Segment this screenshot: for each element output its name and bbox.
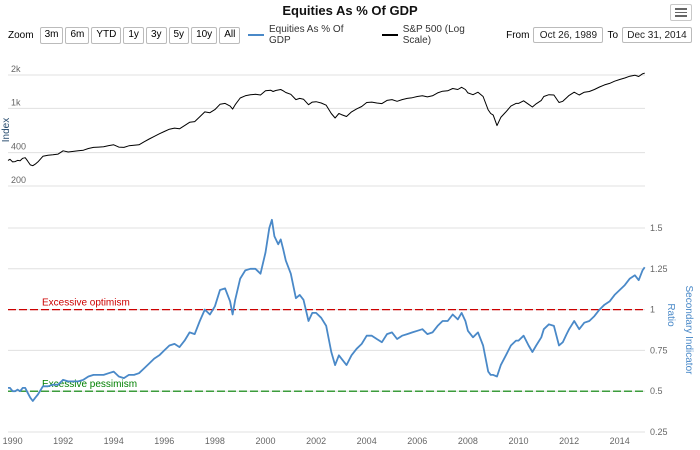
excessive-pessimism-label: Excessive pessimism (42, 379, 137, 390)
x-axis-tick-label: 2000 (255, 436, 275, 446)
x-axis-tick-label: 2002 (306, 436, 326, 446)
y-axis-tick-label-ratio: 0.25 (650, 427, 668, 437)
x-axis-tick-label: 2004 (357, 436, 377, 446)
date-range: From To (502, 27, 692, 43)
zoom-button-5y[interactable]: 5y (168, 26, 190, 44)
x-axis-tick-label: 1992 (53, 436, 73, 446)
legend-item-sp500[interactable]: S&P 500 (Log Scale) (382, 24, 494, 46)
equities-gdp-series-line[interactable] (8, 218, 646, 402)
y-axis-tick-label-ratio: 1.5 (650, 223, 663, 233)
to-label: To (607, 29, 618, 41)
zoom-controls: Zoom 3m 6m YTD 1y 3y 5y 10y All (8, 26, 241, 44)
y-axis-tick-label-index: 1k (11, 97, 21, 107)
hamburger-menu-icon[interactable] (670, 4, 692, 21)
y-axis-tick-label-ratio: 0.5 (650, 386, 663, 396)
y-axis-tick-label-ratio: 1 (650, 305, 655, 315)
x-axis-tick-label: 2008 (458, 436, 478, 446)
zoom-button-10y[interactable]: 10y (191, 26, 218, 44)
zoom-button-1y[interactable]: 1y (123, 26, 144, 44)
legend-label-sp500: S&P 500 (Log Scale) (402, 24, 465, 46)
from-label: From (506, 29, 530, 41)
x-axis-tick-label: 1990 (3, 436, 23, 446)
legend-line-swatch-black (382, 34, 398, 36)
zoom-button-3y[interactable]: 3y (145, 26, 167, 44)
y-axis-tick-label-ratio: 0.75 (650, 345, 668, 355)
zoom-button-ytd[interactable]: YTD (91, 26, 122, 44)
secondary-indicator-axis-title: Secondary Indicator (683, 286, 694, 376)
x-axis-tick-label: 2010 (508, 436, 528, 446)
page-title: Equities As % Of GDP (282, 3, 418, 18)
legend-label-equities: Equities As % Of GDP (269, 24, 344, 46)
x-axis-tick-label: 1998 (205, 436, 225, 446)
toolbar: Zoom 3m 6m YTD 1y 3y 5y 10y All Equities… (8, 24, 692, 46)
x-axis-tick-label: 2012 (559, 436, 579, 446)
zoom-button-3m[interactable]: 3m (39, 26, 64, 44)
ratio-axis-title: Ratio (665, 303, 676, 327)
x-axis-tick-label: 2006 (407, 436, 427, 446)
legend-line-swatch-blue (248, 34, 264, 36)
x-axis-tick-label: 2014 (610, 436, 630, 446)
zoom-label: Zoom (8, 29, 34, 41)
to-date-input[interactable] (622, 27, 692, 43)
x-axis-tick-label: 1996 (154, 436, 174, 446)
zoom-button-6m[interactable]: 6m (65, 26, 90, 44)
y-axis-tick-label-index: 200 (11, 175, 26, 185)
legend: Equities As % Of GDP S&P 500 (Log Scale) (240, 24, 502, 46)
sp500-series-line[interactable] (7, 72, 645, 167)
excessive-optimism-label: Excessive optimism (42, 298, 130, 309)
index-axis-title: Index (1, 118, 12, 142)
from-date-input[interactable] (533, 27, 604, 43)
y-axis-tick-label-ratio: 1.25 (650, 264, 668, 274)
y-axis-tick-label-index: 400 (11, 142, 26, 152)
legend-item-equities[interactable]: Equities As % Of GDP (248, 24, 366, 46)
x-axis-tick-label: 1994 (104, 436, 124, 446)
y-axis-tick-label-index: 2k (11, 64, 21, 74)
zoom-button-all[interactable]: All (219, 26, 241, 44)
